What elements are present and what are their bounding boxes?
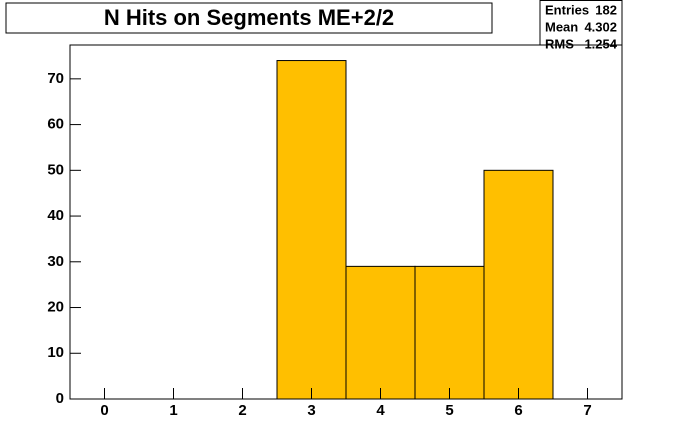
stat-value: 1.254 — [584, 36, 617, 51]
y-tick-label: 40 — [47, 207, 64, 224]
stat-value: 182 — [595, 2, 617, 17]
x-tick-label: 5 — [445, 402, 453, 419]
bar — [414, 265, 485, 400]
x-tick-label: 0 — [100, 402, 108, 419]
y-tick-label: 0 — [56, 390, 64, 407]
stat-value: 4.302 — [584, 19, 617, 34]
y-tick-label: 30 — [47, 253, 64, 270]
stat-label: RMS — [545, 36, 574, 51]
x-tick-label: 6 — [514, 402, 522, 419]
bar — [483, 169, 554, 400]
x-tick-label: 4 — [376, 402, 385, 419]
stat-label: Mean — [545, 19, 578, 34]
y-tick-label: 60 — [47, 116, 64, 133]
y-tick-label: 20 — [47, 298, 64, 315]
x-tick-label: 3 — [307, 402, 315, 419]
title-box — [5, 2, 493, 34]
bar — [345, 265, 416, 400]
x-tick-label: 1 — [169, 402, 177, 419]
stat-label: Entries — [545, 2, 589, 17]
y-tick-label: 50 — [47, 161, 64, 178]
y-tick-label: 10 — [47, 344, 64, 361]
x-tick-label: 2 — [238, 402, 246, 419]
bar — [276, 60, 347, 400]
x-tick-label: 7 — [583, 402, 591, 419]
chart-title: N Hits on Segments ME+2/2 — [104, 5, 394, 30]
y-tick-label: 70 — [47, 70, 64, 87]
